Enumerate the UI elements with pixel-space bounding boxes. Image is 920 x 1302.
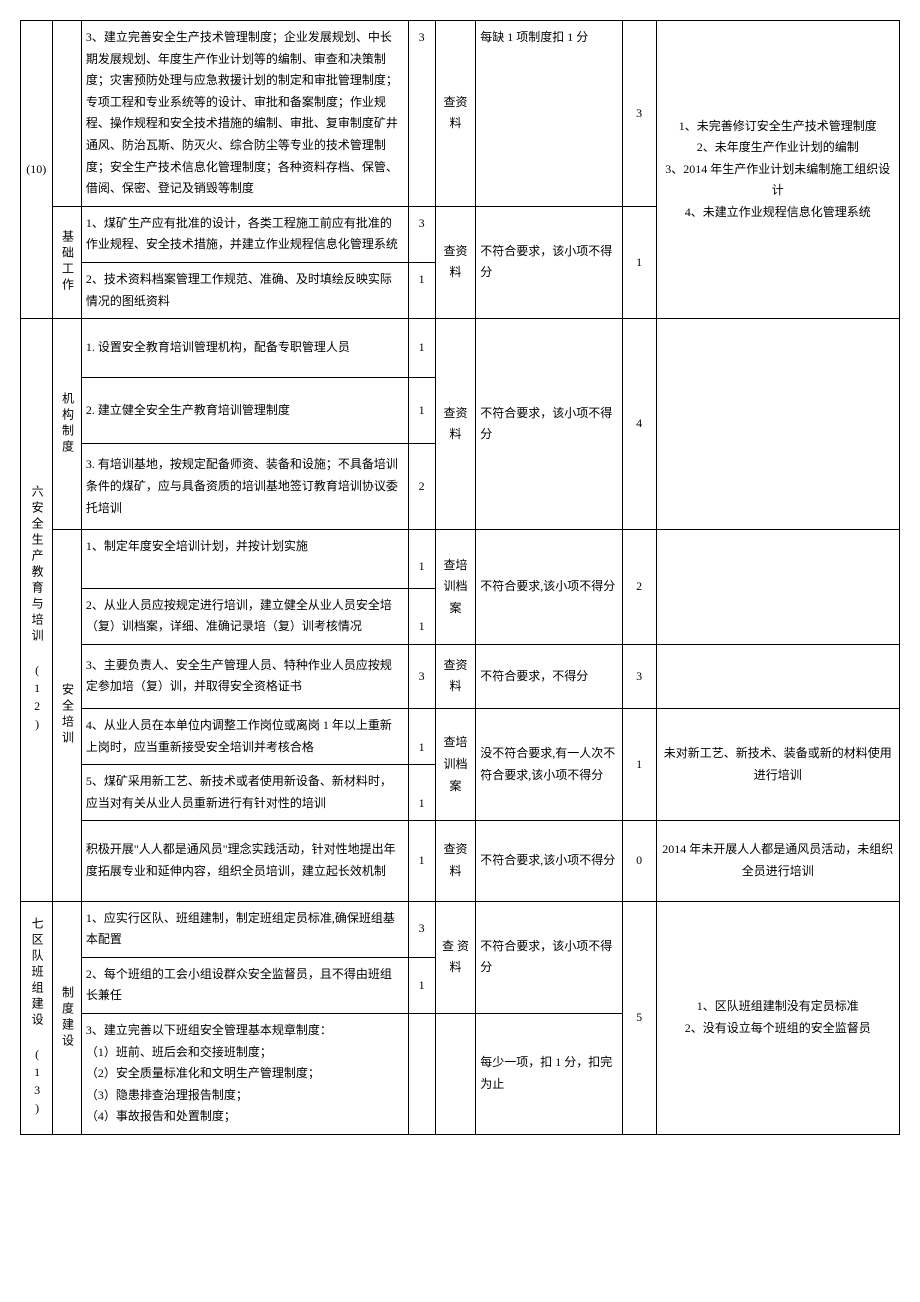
section-label: 七区队班组建设 (13): [21, 901, 53, 1134]
method-cell: 查 资料: [435, 901, 476, 1013]
notes-cell: 1、未完善修订安全生产技术管理制度 2、未年度生产作业计划的编制 3、2014 …: [656, 21, 899, 319]
section-label: 六安全生产教育与培训 (12): [21, 319, 53, 902]
result-cell: 0: [622, 821, 656, 901]
criteria-cell: 每缺 1 项制度扣 1 分: [476, 21, 623, 207]
content-cell: 5、煤矿采用新工艺、新技术或者使用新设备、新材料时，应当对有关从业人员重新进行有…: [81, 765, 408, 821]
criteria-cell: 不符合要求,该小项不得分: [476, 530, 623, 645]
criteria-cell: 不符合要求，该小项不得分: [476, 319, 623, 530]
score-cell: [408, 1014, 435, 1135]
score-cell: 3: [408, 206, 435, 262]
method-cell: 查资料: [435, 21, 476, 207]
score-cell: 1: [408, 530, 435, 589]
method-cell: 查资料: [435, 821, 476, 901]
score-cell: 3: [408, 21, 435, 207]
method-cell: 查资料: [435, 644, 476, 708]
score-cell: 1: [408, 709, 435, 765]
table-row: 积极开展"人人都是通风员"理念实践活动，针对性地提出年度拓展专业和延伸内容，组织…: [21, 821, 900, 901]
score-cell: 3: [408, 901, 435, 957]
table-row: 3、主要负责人、安全生产管理人员、特种作业人员应按规定参加培（复）训，并取得安全…: [21, 644, 900, 708]
score-cell: 1: [408, 957, 435, 1013]
content-cell: 1、制定年度安全培训计划，并按计划实施: [81, 530, 408, 589]
score-cell: 1: [408, 377, 435, 444]
criteria-cell: 没不符合要求,有一人次不符合要求,该小项不得分: [476, 709, 623, 821]
criteria-cell: 不符合要求，不得分: [476, 644, 623, 708]
notes-cell: [656, 644, 899, 708]
criteria-cell: 不符合要求,该小项不得分: [476, 821, 623, 901]
category-cell: 机构制度: [52, 319, 81, 530]
result-cell: 3: [622, 644, 656, 708]
result-cell: 2: [622, 530, 656, 645]
score-cell: 1: [408, 588, 435, 644]
method-cell: 查资料: [435, 206, 476, 318]
score-cell: 1: [408, 319, 435, 378]
table-row: (10) 3、建立完善安全生产技术管理制度；企业发展规划、中长期发展规划、年度生…: [21, 21, 900, 207]
content-cell: 3. 有培训基地，按规定配备师资、装备和设施；不具备培训条件的煤矿，应与具备资质…: [81, 444, 408, 530]
category-cell: 安全培训: [52, 530, 81, 902]
content-cell: 1、煤矿生产应有批准的设计，各类工程施工前应有批准的作业规程、安全技术措施，并建…: [81, 206, 408, 262]
score-cell: 1: [408, 765, 435, 821]
notes-cell: [656, 530, 899, 645]
section-label: (10): [21, 21, 53, 319]
table-row: 七区队班组建设 (13) 制度建设 1、应实行区队、班组建制，制定班组定员标准,…: [21, 901, 900, 957]
content-cell: 2. 建立健全安全生产教育培训管理制度: [81, 377, 408, 444]
criteria-cell: 每少一项，扣 1 分，扣完为止: [476, 1014, 623, 1135]
result-cell: 1: [622, 206, 656, 318]
content-cell: 积极开展"人人都是通风员"理念实践活动，针对性地提出年度拓展专业和延伸内容，组织…: [81, 821, 408, 901]
score-cell: 1: [408, 262, 435, 318]
notes-cell: 1、区队班组建制没有定员标准 2、没有设立每个班组的安全监督员: [656, 901, 899, 1134]
content-cell: 1、应实行区队、班组建制，制定班组定员标准,确保班组基本配置: [81, 901, 408, 957]
content-cell: 2、技术资料档案管理工作规范、准确、及时填绘反映实际情况的图纸资料: [81, 262, 408, 318]
content-cell: 2、每个班组的工会小组设群众安全监督员，且不得由班组长兼任: [81, 957, 408, 1013]
method-cell: 查培训档案: [435, 530, 476, 645]
table-row: 安全培训 1、制定年度安全培训计划，并按计划实施 1 查培训档案 不符合要求,该…: [21, 530, 900, 589]
category-cell: 制度建设: [52, 901, 81, 1134]
notes-cell: 2014 年未开展人人都是通风员活动，未组织全员进行培训: [656, 821, 899, 901]
content-cell: 2、从业人员应按规定进行培训，建立健全从业人员安全培（复）训档案，详细、准确记录…: [81, 588, 408, 644]
method-cell: 查资料: [435, 319, 476, 530]
notes-cell: 未对新工艺、新技术、装备或新的材料使用进行培训: [656, 709, 899, 821]
result-cell: 5: [622, 901, 656, 1134]
result-cell: 3: [622, 21, 656, 207]
result-cell: 4: [622, 319, 656, 530]
content-cell: 3、建立完善安全生产技术管理制度；企业发展规划、中长期发展规划、年度生产作业计划…: [81, 21, 408, 207]
method-cell: 查培训档案: [435, 709, 476, 821]
criteria-cell: 不符合要求，该小项不得分: [476, 901, 623, 1013]
content-cell: 4、从业人员在本单位内调整工作岗位或离岗 1 年以上重新上岗时，应当重新接受安全…: [81, 709, 408, 765]
score-cell: 1: [408, 821, 435, 901]
content-cell: 3、建立完善以下班组安全管理基本规章制度： （1）班前、班后会和交接班制度； （…: [81, 1014, 408, 1135]
table-row: 六安全生产教育与培训 (12) 机构制度 1. 设置安全教育培训管理机构，配备专…: [21, 319, 900, 378]
score-cell: 2: [408, 444, 435, 530]
method-cell: [435, 1014, 476, 1135]
table-row: 4、从业人员在本单位内调整工作岗位或离岗 1 年以上重新上岗时，应当重新接受安全…: [21, 709, 900, 765]
result-cell: 1: [622, 709, 656, 821]
category-cell: [52, 21, 81, 207]
category-cell: 基础工作: [52, 206, 81, 318]
content-cell: 1. 设置安全教育培训管理机构，配备专职管理人员: [81, 319, 408, 378]
criteria-cell: 不符合要求，该小项不得分: [476, 206, 623, 318]
score-cell: 3: [408, 644, 435, 708]
assessment-table: (10) 3、建立完善安全生产技术管理制度；企业发展规划、中长期发展规划、年度生…: [20, 20, 900, 1135]
notes-cell: [656, 319, 899, 530]
content-cell: 3、主要负责人、安全生产管理人员、特种作业人员应按规定参加培（复）训，并取得安全…: [81, 644, 408, 708]
